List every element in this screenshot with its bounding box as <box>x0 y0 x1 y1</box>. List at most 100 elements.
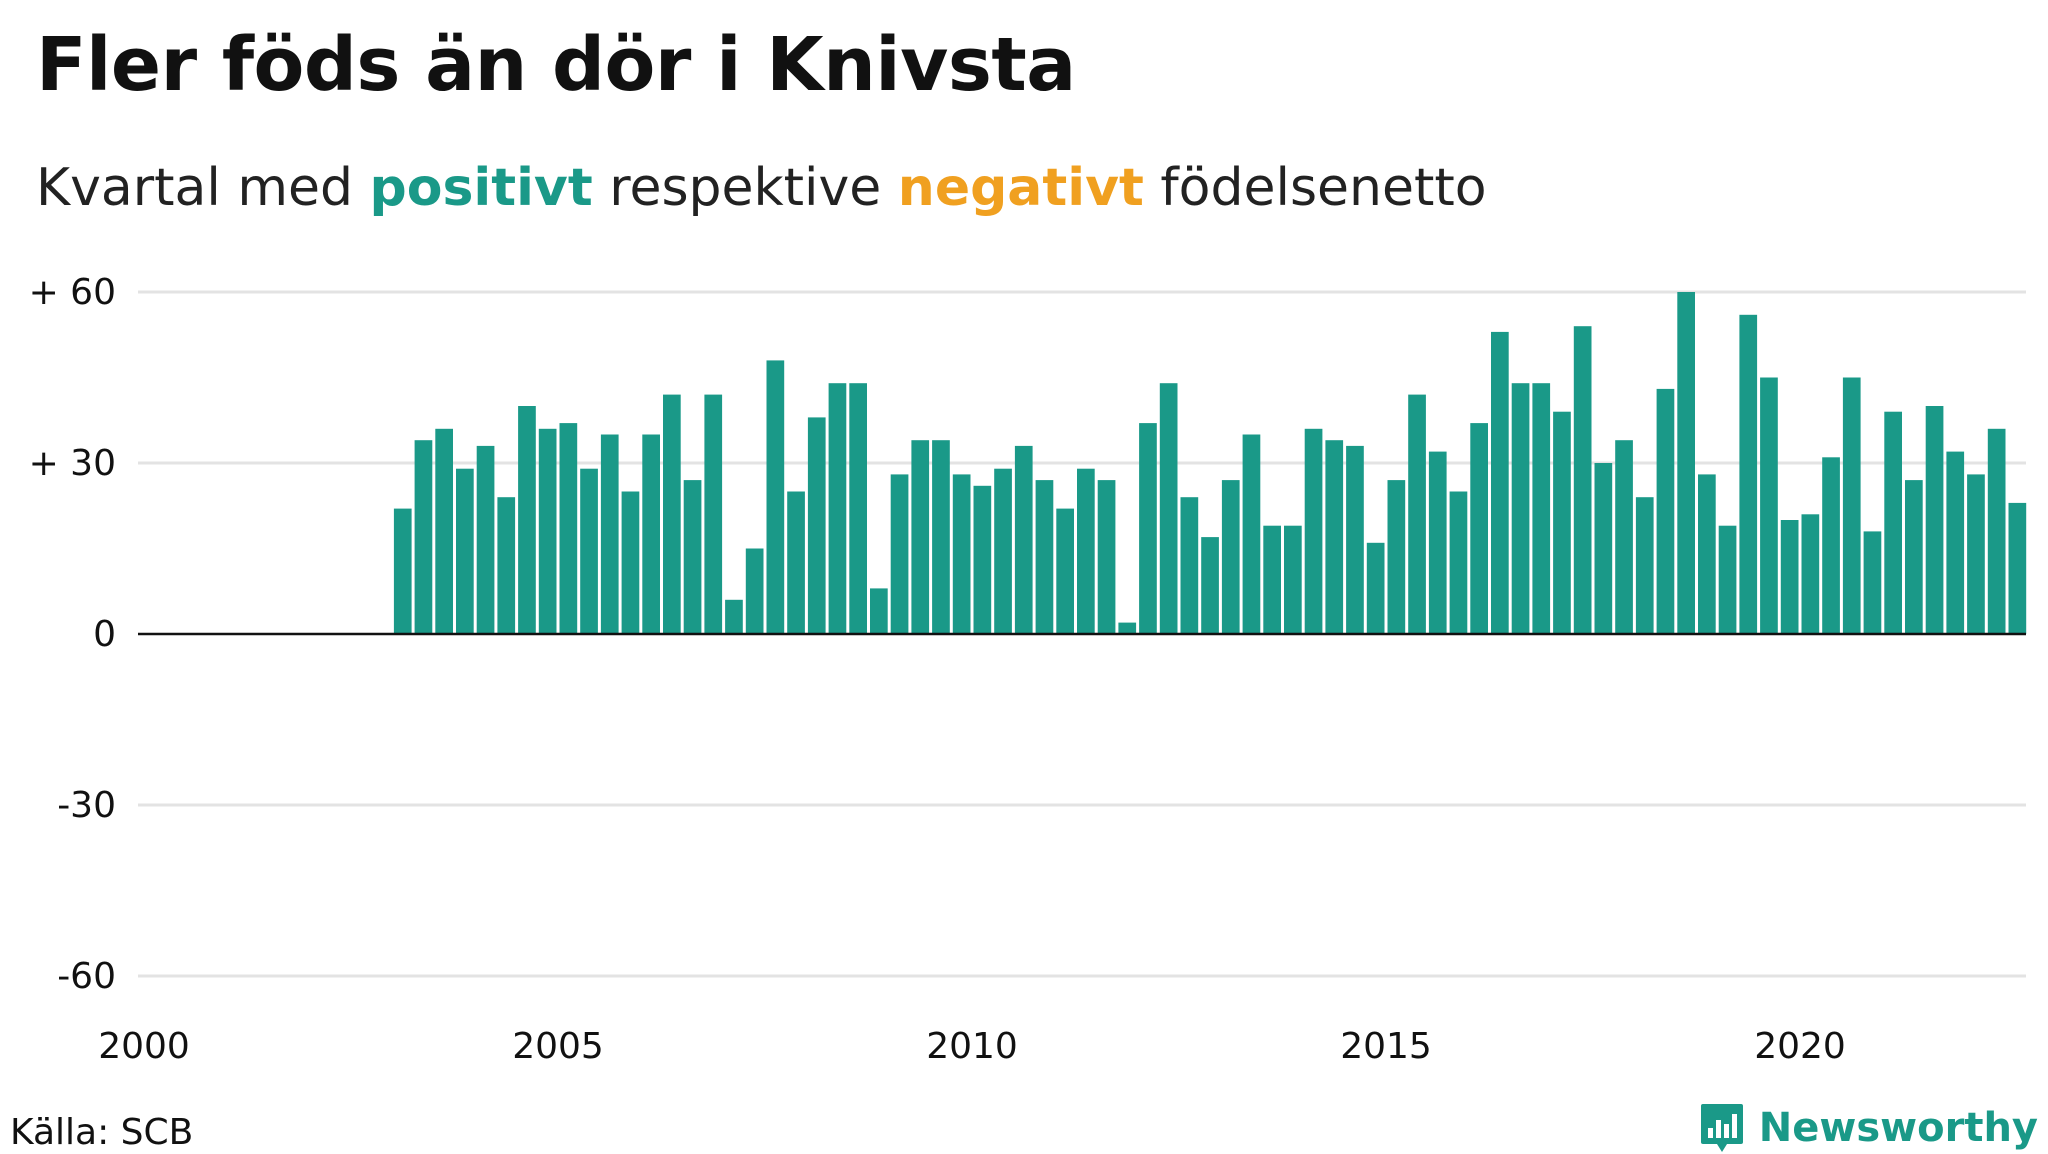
bar <box>518 406 536 634</box>
source-note: Källa: SCB <box>10 1112 194 1153</box>
subtitle-middle: respektive <box>592 158 898 218</box>
bar <box>704 394 723 634</box>
bar <box>414 440 433 634</box>
x-tick-label: 2015 <box>1340 1026 1432 1067</box>
bar <box>1594 463 1613 634</box>
bar <box>1946 451 1965 634</box>
bar <box>932 440 950 634</box>
x-tick-label: 2010 <box>926 1026 1018 1067</box>
bar <box>1553 411 1571 634</box>
bar <box>600 434 619 634</box>
bar <box>1656 388 1675 634</box>
bar <box>497 497 516 634</box>
bar <box>745 548 764 634</box>
bar <box>1325 440 1344 634</box>
bar <box>1698 474 1716 634</box>
bar <box>683 480 702 634</box>
bar-chart: + 60 + 30 0 -30 -60 2000 2005 2010 2015 2020 <box>29 272 2027 1067</box>
bar <box>580 468 598 634</box>
bar <box>1056 508 1074 634</box>
bar <box>621 491 640 634</box>
bar <box>1967 474 1985 634</box>
bar <box>1491 331 1509 634</box>
x-tick-label: 2000 <box>98 1026 190 1067</box>
bar <box>1925 406 1944 634</box>
bar <box>1014 445 1033 634</box>
subtitle-positive-word: positivt <box>369 158 593 218</box>
brand-logo: Newsworthy <box>1699 1102 2038 1154</box>
x-tick-label: 2005 <box>512 1026 604 1067</box>
y-tick-label: 0 <box>93 614 116 655</box>
bar <box>1035 480 1054 634</box>
bar <box>1573 326 1592 634</box>
y-tick-label: -60 <box>57 956 116 997</box>
bar <box>1677 292 1695 634</box>
bar <box>994 468 1012 634</box>
axes: + 60 + 30 0 -30 -60 2000 2005 2010 2015 2020 <box>29 272 2026 1067</box>
bar <box>1449 491 1468 634</box>
gridlines <box>138 290 2026 978</box>
y-tick-label: + 30 <box>29 443 116 484</box>
bar <box>1139 423 1157 634</box>
bar <box>1470 423 1488 634</box>
bars <box>393 292 2027 634</box>
bar <box>559 423 578 634</box>
bar <box>1366 542 1385 634</box>
bar <box>1780 520 1799 634</box>
bar <box>1987 428 2006 634</box>
newsworthy-logo-icon <box>1700 1104 1743 1152</box>
bar <box>1511 383 1530 634</box>
bar <box>1739 314 1758 634</box>
bar <box>890 474 909 634</box>
bar <box>1863 531 1882 634</box>
chart-title: Fler föds än dör i Knivsta <box>36 22 1076 108</box>
bar <box>1884 411 1902 634</box>
y-tick-label: + 60 <box>29 272 116 313</box>
subtitle-suffix: födelsenetto <box>1143 158 1487 218</box>
bar <box>828 383 847 634</box>
bar <box>1408 394 1426 634</box>
bar <box>1097 480 1116 634</box>
bar <box>1532 383 1551 634</box>
bar <box>1822 457 1840 634</box>
bar <box>663 394 681 634</box>
bar <box>1159 383 1178 634</box>
bar <box>1263 525 1281 634</box>
bar <box>1304 428 1323 634</box>
bar <box>2008 502 2027 634</box>
bar <box>787 491 805 634</box>
subtitle-negative-word: negativt <box>897 158 1144 218</box>
bar <box>1842 377 1861 634</box>
bar <box>766 360 785 634</box>
bar <box>870 588 888 634</box>
bar <box>435 428 453 634</box>
bar <box>1284 525 1302 634</box>
bar <box>1760 377 1778 634</box>
bar <box>1118 622 1137 634</box>
bar <box>1077 468 1095 634</box>
bar <box>1346 445 1364 634</box>
bar <box>1387 480 1406 634</box>
bar <box>538 428 557 634</box>
bar <box>807 417 826 634</box>
subtitle-prefix: Kvartal med <box>36 158 370 218</box>
bar <box>1801 514 1820 634</box>
bar <box>1718 525 1737 634</box>
bar <box>476 445 495 634</box>
chart-subtitle: Kvartal med positivt respektive negativt… <box>36 158 1487 218</box>
bar <box>1428 451 1447 634</box>
bar <box>1635 497 1654 634</box>
bar <box>911 440 930 634</box>
x-tick-label: 2020 <box>1754 1026 1846 1067</box>
bar <box>1615 440 1633 634</box>
bar <box>1180 497 1199 634</box>
bar <box>393 508 412 634</box>
bar <box>973 485 992 634</box>
bar <box>1201 537 1219 634</box>
y-tick-label: -30 <box>57 785 116 826</box>
bar <box>642 434 660 634</box>
bar <box>1221 480 1240 634</box>
brand-name: Newsworthy <box>1758 1105 2038 1151</box>
bar <box>1242 434 1261 634</box>
bar <box>456 468 474 634</box>
